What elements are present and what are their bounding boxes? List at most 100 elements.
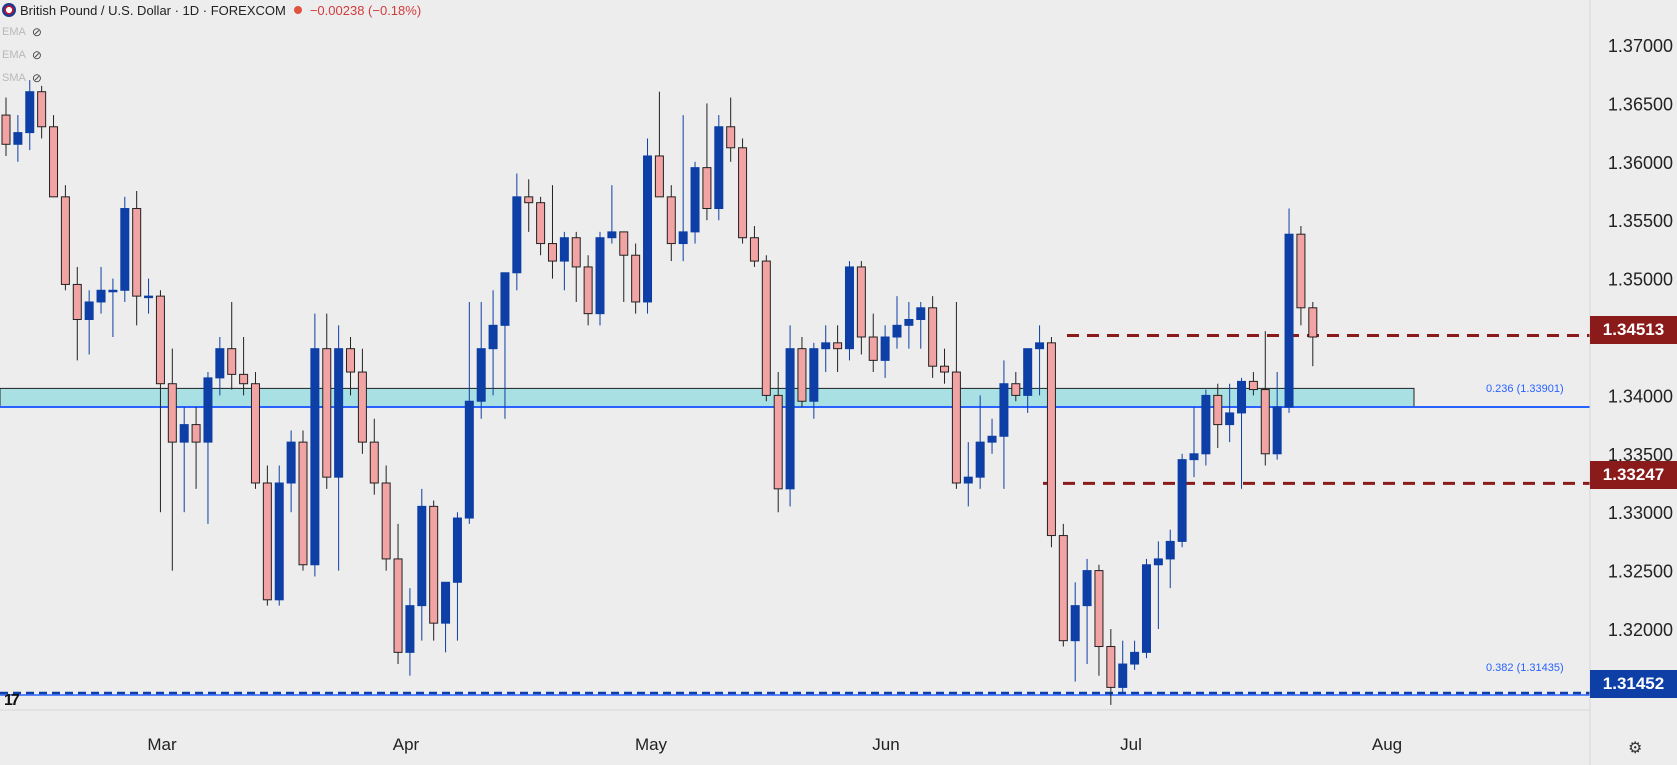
candle-bullish <box>987 418 997 454</box>
candle-bearish <box>738 138 748 244</box>
y-tick-label: 1.33000 <box>1608 503 1673 523</box>
candle-bullish <box>286 430 296 513</box>
candle-bullish <box>1118 640 1128 694</box>
candle-bullish <box>488 290 498 396</box>
candle-bearish <box>1106 629 1116 705</box>
candle-body <box>1094 570 1104 648</box>
candle-body <box>607 231 617 239</box>
candle-body <box>1058 535 1068 642</box>
candle-body <box>227 348 237 375</box>
candle-body <box>1035 342 1045 350</box>
candle-body <box>405 605 415 653</box>
candle-body <box>773 394 783 490</box>
indicator-ema-1[interactable]: EMA ⊘ <box>2 25 42 39</box>
candle-body <box>369 441 379 484</box>
candle-body <box>72 283 82 320</box>
candle-body <box>429 505 439 624</box>
candle-bearish <box>227 301 237 390</box>
y-tick-label: 1.32500 <box>1608 562 1673 582</box>
candle-bullish <box>1035 325 1045 396</box>
candle-bullish <box>963 442 973 507</box>
candle-body <box>215 348 225 379</box>
candle-body <box>179 424 189 443</box>
candle-body <box>880 336 890 361</box>
candle-bullish <box>844 261 854 361</box>
indicator-label: SMA <box>2 72 26 84</box>
candle-bullish <box>1070 582 1080 682</box>
candle-bearish <box>856 261 866 355</box>
candle-body <box>488 324 498 350</box>
x-tick-label: Aug <box>1372 735 1402 754</box>
candle-bearish <box>298 430 308 571</box>
candle-body <box>274 482 284 601</box>
candle-bearish <box>49 115 59 198</box>
candle-bearish <box>536 196 546 256</box>
candle-bullish <box>892 296 902 349</box>
candle-body <box>464 400 474 519</box>
candle-bullish <box>880 325 890 378</box>
candle-bearish <box>583 255 593 326</box>
candle-body <box>334 348 344 478</box>
candle-bullish <box>310 313 320 577</box>
candle-bearish <box>250 372 260 489</box>
eye-hidden-icon[interactable]: ⊘ <box>31 25 42 39</box>
candle-body <box>1284 233 1294 408</box>
candle-body <box>595 237 605 315</box>
candle-bullish <box>678 115 688 262</box>
candle-body <box>868 336 878 361</box>
symbol-title[interactable]: British Pound / U.S. Dollar · 1D · FOREX… <box>20 2 286 18</box>
candle-bearish <box>72 266 82 361</box>
candle-body <box>559 237 569 262</box>
candle-body <box>785 348 795 490</box>
candle-body <box>155 295 165 385</box>
candle-body <box>714 126 724 210</box>
candle-body <box>916 307 926 320</box>
candle-body <box>963 476 973 484</box>
candle-body <box>1248 380 1258 391</box>
candle-bearish <box>1213 383 1223 448</box>
candle-body <box>250 383 260 484</box>
candle-bearish <box>749 226 759 267</box>
candle-bearish <box>381 465 391 571</box>
candle-body <box>346 348 356 373</box>
y-tick-label: 1.35500 <box>1608 211 1673 231</box>
candle-bullish <box>1023 348 1033 413</box>
candle-bearish <box>132 191 142 326</box>
indicator-ema-2[interactable]: EMA ⊘ <box>2 48 42 62</box>
candle-body <box>1272 406 1282 455</box>
candle-body <box>940 365 950 373</box>
candle-bearish <box>868 313 878 373</box>
indicator-label: EMA <box>2 26 26 38</box>
candle-body <box>856 266 866 338</box>
candle-body <box>571 237 581 268</box>
candle-bullish <box>84 290 94 355</box>
settings-gear-icon[interactable]: ⚙ <box>1628 740 1643 757</box>
candle-body <box>239 373 249 385</box>
candle-body <box>298 441 308 566</box>
price-change: −0.00238 (−0.18%) <box>309 2 422 18</box>
eye-hidden-icon[interactable]: ⊘ <box>31 71 42 85</box>
candle-bullish <box>1141 558 1151 659</box>
price-tag-resistance-lower: 1.33247 <box>1590 461 1677 489</box>
candle-bullish <box>1201 389 1211 466</box>
candle-bullish <box>821 325 831 373</box>
y-tick-label: 1.32000 <box>1608 620 1673 640</box>
candle-bullish <box>179 407 189 513</box>
candle-body <box>631 254 641 303</box>
candle-bearish <box>1046 337 1056 548</box>
candle-body <box>1011 383 1021 396</box>
eye-hidden-icon[interactable]: ⊘ <box>31 48 42 62</box>
fib-236-label: 0.236 (1.33901) <box>1486 383 1564 395</box>
candle-body <box>738 147 748 239</box>
indicator-sma[interactable]: SMA ⊘ <box>2 71 42 85</box>
candle-body <box>60 196 70 285</box>
candle-body <box>381 482 391 560</box>
x-tick-label: Apr <box>393 735 420 754</box>
candle-bearish <box>702 103 712 221</box>
candle-bearish <box>393 523 403 665</box>
x-tick-label: May <box>635 735 668 754</box>
candle-bearish <box>1 97 11 156</box>
tradingview-logo-icon[interactable]: 17 <box>4 692 20 709</box>
candle-bullish <box>334 325 344 571</box>
candle-body <box>1070 605 1080 642</box>
